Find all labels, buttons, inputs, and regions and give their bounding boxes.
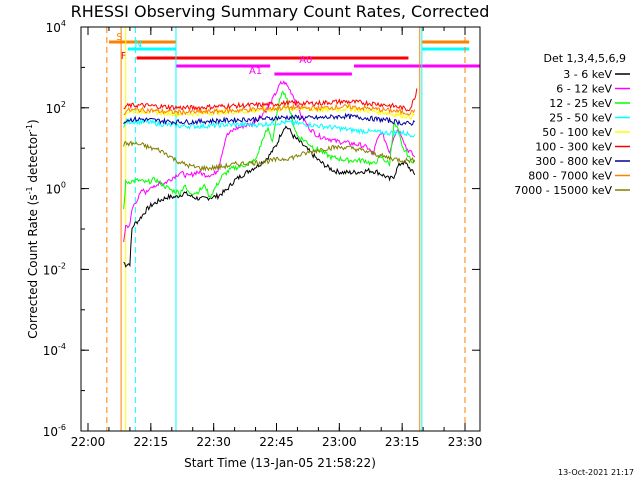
series-line	[123, 140, 416, 172]
y-tick-exponent: 4	[61, 19, 66, 28]
x-tick-label: 23:00	[322, 435, 357, 449]
y-tick-label: 10-4	[43, 342, 66, 358]
legend-entry-label: 800 - 7000 keV	[528, 170, 612, 183]
flag-bar-label: S	[116, 32, 122, 43]
legend-entry-label: 3 - 6 keV	[563, 68, 612, 81]
y-axis-label-sup2: -1	[25, 124, 34, 132]
y-axis-label: Corrected Count Rate (s-1 detector-1)	[25, 119, 40, 338]
x-axis-ticks: 22:00 22:15 22:30 22:45 23:00 23:15 23:30	[71, 27, 483, 449]
x-tick-label: 22:00	[71, 435, 106, 449]
y-tick-label: 104	[46, 19, 66, 35]
x-tick-label: 23:15	[385, 435, 420, 449]
flag-bar-label: F	[121, 51, 127, 62]
vertical-marker-lines	[106, 27, 466, 431]
flag-bar-label: A1	[249, 66, 262, 77]
x-tick-label: 22:30	[196, 435, 231, 449]
x-tick-label: 23:30	[448, 435, 483, 449]
flag-bar-label: A0	[299, 55, 312, 66]
series-line	[123, 105, 415, 120]
flag-bars: S NF A0 A1	[108, 32, 480, 77]
legend-entry-label: 6 - 12 keV	[556, 83, 612, 96]
footer-timestamp: 13-Oct-2021 21:17	[558, 468, 634, 477]
y-tick-base: 10	[43, 344, 58, 358]
y-tick-base: 10	[43, 425, 58, 439]
series-line	[123, 125, 416, 268]
y-tick-label: 102	[46, 100, 66, 116]
y-tick-exponent: 0	[61, 181, 66, 190]
y-tick-exponent: -4	[58, 342, 66, 351]
legend-entry-label: 300 - 800 keV	[535, 155, 612, 168]
data-series	[123, 80, 418, 268]
series-line	[123, 103, 416, 116]
y-tick-base: 10	[46, 102, 61, 116]
legend-title: Det 1,3,4,5,6,9	[543, 52, 626, 65]
x-tick-label: 22:45	[259, 435, 294, 449]
chart-title: RHESSI Observing Summary Count Rates, Co…	[71, 2, 490, 21]
legend-entry-label: 50 - 100 keV	[542, 126, 612, 139]
y-tick-base: 10	[43, 263, 58, 277]
x-tick-label: 22:15	[134, 435, 169, 449]
series-line	[123, 88, 418, 112]
y-tick-base: 10	[46, 21, 61, 35]
flag-bar-label: N	[135, 39, 142, 50]
legend-entry-label: 12 - 25 keV	[549, 97, 612, 110]
y-tick-label: 10-6	[43, 423, 66, 439]
y-tick-label: 100	[46, 181, 66, 197]
series-line	[123, 112, 416, 127]
y-axis-label-main: Corrected Count Rate (s	[26, 194, 40, 338]
y-tick-exponent: 2	[61, 100, 66, 109]
y-tick-base: 10	[46, 183, 61, 197]
y-axis-label-mid: detector	[26, 132, 40, 187]
y-tick-exponent: -6	[58, 423, 66, 432]
legend-entry-label: 7000 - 15000 keV	[514, 184, 612, 197]
x-axis-label: Start Time (13-Jan-05 21:58:22)	[184, 456, 376, 470]
y-axis-label-sup1: -1	[25, 186, 34, 194]
y-tick-label: 10-2	[43, 261, 66, 277]
y-axis-label-end: )	[26, 119, 40, 124]
series-line	[123, 80, 416, 243]
legend-entry-label: 25 - 50 keV	[549, 112, 612, 125]
legend-entry-label: 100 - 300 keV	[535, 141, 612, 154]
y-tick-exponent: -2	[58, 261, 66, 270]
series-line	[123, 90, 415, 210]
